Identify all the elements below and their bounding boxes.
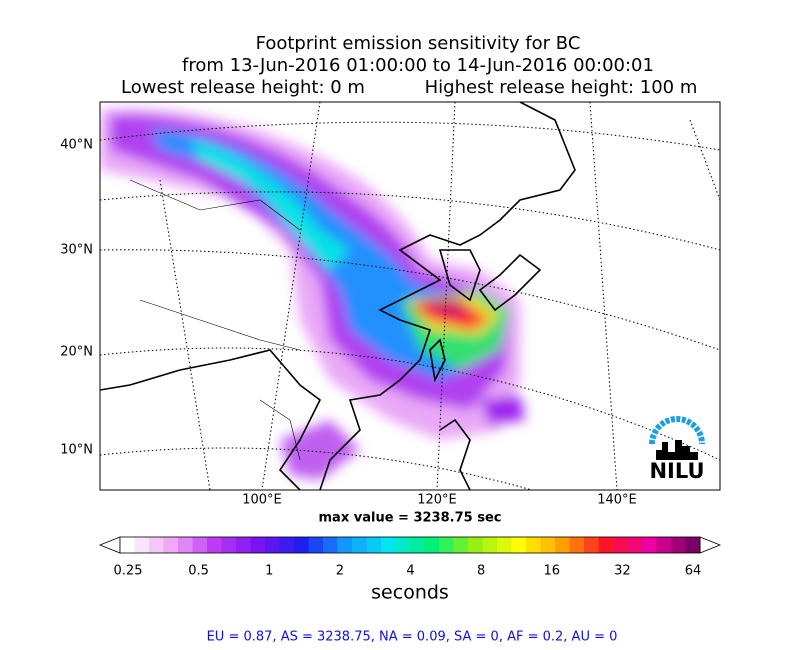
colorbar-swatch (540, 537, 556, 553)
lat-label: 40°N (60, 138, 93, 153)
colorbar-tick-label: 64 (685, 564, 702, 579)
plume (100, 108, 525, 480)
release-highest: Highest release height: 100 m (425, 77, 698, 98)
colorbar-swatch (366, 537, 382, 553)
title-line: from 13-Jun-2016 01:00:00 to 14-Jun-2016… (182, 55, 654, 76)
lon-label: 140°E (597, 493, 637, 508)
colorbar-swatch (134, 537, 150, 553)
colorbar-swatch (511, 537, 527, 553)
colorbar-swatch (279, 537, 295, 553)
colorbar-swatch (352, 537, 367, 553)
lat-label: 30°N (60, 243, 93, 258)
colorbar-swatch (149, 537, 164, 553)
colorbar-swatch (569, 537, 585, 553)
colorbar-swatch (250, 537, 266, 553)
colorbar-swatch (555, 537, 570, 553)
colorbar-swatch (642, 537, 657, 553)
colorbar-swatch (192, 537, 208, 553)
colorbar-swatch (178, 537, 193, 553)
lon-label: 100°E (242, 493, 282, 508)
colorbar-swatch (685, 537, 701, 553)
lat-label: 20°N (60, 345, 93, 360)
colorbar-tick-label: 0.25 (114, 564, 143, 579)
colorbar-swatch (381, 537, 396, 553)
title-line: Footprint emission sensitivity for BC (256, 33, 581, 54)
max-value: max value = 3238.75 sec (319, 511, 502, 526)
colorbar-swatch (627, 537, 643, 553)
colorbar-swatch (395, 537, 411, 553)
colorbar-swatch (468, 537, 483, 553)
colorbar-tick-label: 16 (543, 564, 560, 579)
colorbar-swatch (497, 537, 512, 553)
colorbar-tick-label: 1 (265, 564, 273, 579)
logo: NILU (649, 416, 705, 483)
colorbar-swatch (584, 537, 599, 553)
colorbar-swatch (163, 537, 179, 553)
colorbar-swatch (308, 537, 324, 553)
colorbar-swatch (613, 537, 628, 553)
colorbar-swatch (221, 537, 237, 553)
colorbar-swatch (482, 537, 498, 553)
lat-label: 10°N (60, 443, 93, 458)
colorbar (119, 536, 701, 554)
release-lowest: Lowest release height: 0 m (121, 77, 365, 98)
colorbar-swatch (671, 537, 686, 553)
colorbar-swatch (424, 537, 440, 553)
colorbar-swatch (526, 537, 541, 553)
colorbar-tick-label: 0.5 (188, 564, 209, 579)
map (100, 102, 720, 490)
logo-text: NILU (649, 459, 704, 483)
footer: EU = 0.87, AS = 3238.75, NA = 0.09, SA =… (207, 630, 618, 645)
colorbar-swatch (337, 537, 353, 553)
lon-label: 120°E (417, 493, 457, 508)
colorbar-swatch (439, 537, 454, 553)
colorbar-swatch (265, 537, 280, 553)
colorbar-swatch (410, 537, 425, 553)
colorbar-label: seconds (371, 582, 449, 604)
colorbar-swatch (656, 537, 672, 553)
colorbar-swatch (120, 537, 135, 553)
colorbar-tick-label: 2 (336, 564, 344, 579)
colorbar-swatch (598, 537, 614, 553)
map-frame (99, 101, 721, 491)
colorbar-swatch (323, 537, 338, 553)
colorbar-swatch (236, 537, 251, 553)
colorbar-swatch (453, 537, 469, 553)
colorbar-tick-label: 32 (614, 564, 631, 579)
colorbar-frame (119, 536, 701, 554)
colorbar-tick-label: 8 (477, 564, 485, 579)
colorbar-swatch (294, 537, 309, 553)
colorbar-tick-label: 4 (406, 564, 414, 579)
colorbar-swatch (207, 537, 222, 553)
